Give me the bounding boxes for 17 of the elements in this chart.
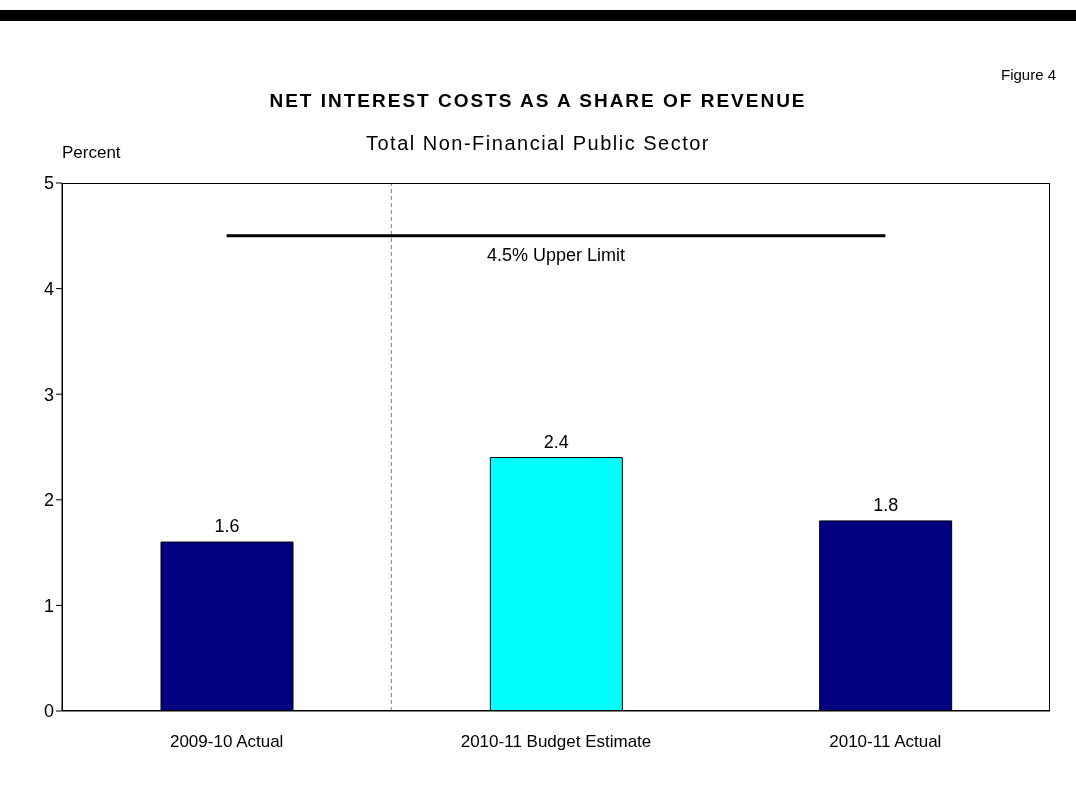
y-axis-title: Percent [62, 143, 121, 163]
chart-title: NET INTEREST COSTS AS A SHARE OF REVENUE [268, 90, 808, 112]
y-tick-label: 0 [43, 701, 54, 722]
data-label: 1.8 [873, 494, 899, 515]
y-tick-label: 1 [43, 595, 54, 616]
data-label: 1.6 [214, 516, 240, 537]
y-tick-label: 4 [43, 278, 54, 299]
y-tick-label: 2 [43, 490, 54, 511]
x-tick-label: 2009-10 Actual [169, 732, 284, 752]
ref-line-label: 4.5% Upper Limit [486, 244, 626, 265]
caption: Figure 4 [1000, 66, 1056, 83]
chart-subtitle: Total Non-Financial Public Sector [365, 132, 711, 154]
x-tick-label: 2010-11 Budget Estimate [460, 732, 652, 752]
y-tick-label: 5 [43, 173, 54, 194]
x-tick-label: 2010-11 Actual [829, 732, 942, 752]
y-tick-label: 3 [43, 384, 54, 405]
data-label: 2.4 [543, 431, 569, 452]
